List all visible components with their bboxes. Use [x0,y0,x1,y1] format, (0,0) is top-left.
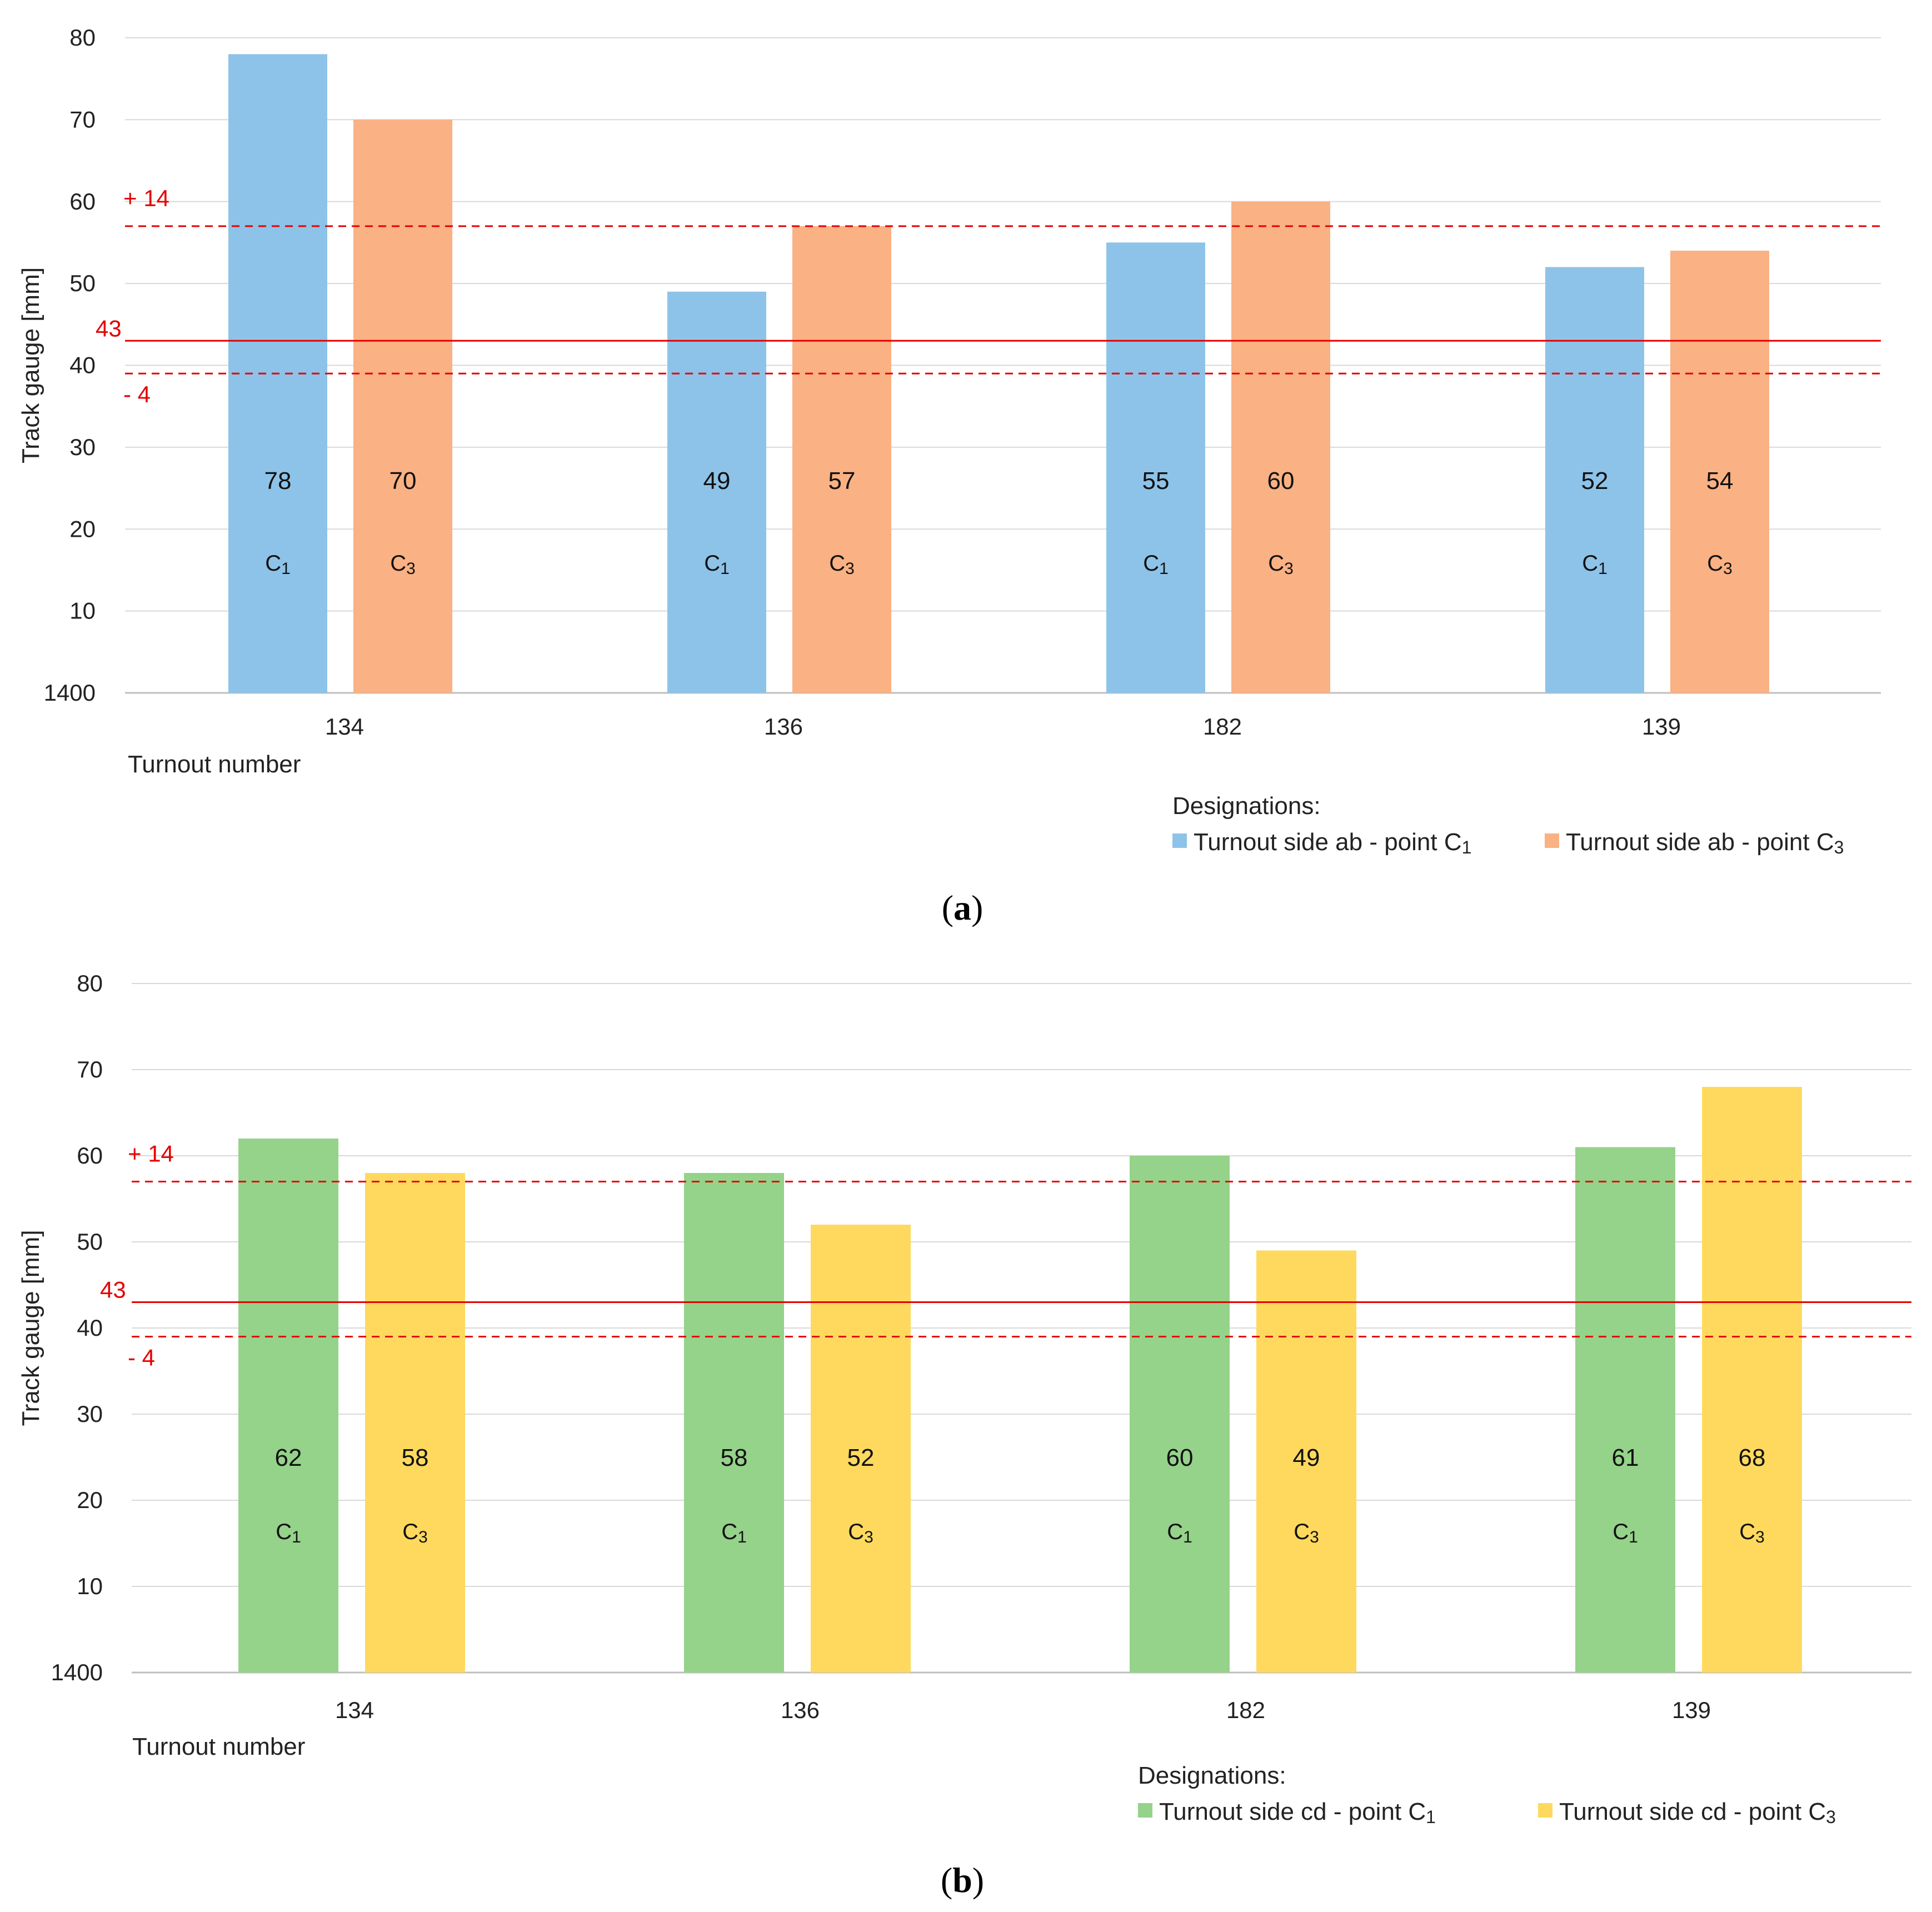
bar-b-c1-139 [1575,1147,1675,1673]
bar-b-c1-136 [684,1173,784,1673]
data-label: 52 [1581,467,1609,495]
data-label: 60 [1166,1444,1194,1471]
data-label: 68 [1739,1444,1766,1471]
data-label: 57 [828,467,856,495]
y-tick-label: 20 [69,516,96,542]
point-label: C1 [1167,1520,1192,1546]
data-label: 61 [1612,1444,1639,1471]
data-label: 55 [1142,467,1170,495]
y-tick-label: 50 [77,1229,103,1255]
y-tick-label: 80 [77,970,103,996]
point-label: C3 [402,1520,428,1546]
x-tick-label: 182 [1226,1697,1265,1723]
legend-swatch-c3 [1545,833,1559,848]
y-tick-label: 70 [69,106,96,132]
data-label: 58 [721,1444,748,1471]
point-label: C3 [1294,1520,1319,1546]
y-tick-label: 40 [77,1315,103,1341]
y-tick-label: 20 [77,1487,103,1513]
point-label: C3 [390,551,416,578]
y-axis-label: Track gauge [mm] [17,1230,44,1426]
legend-title: Designations: [1138,1762,1286,1789]
chart-panel-b: 1400 10 20 30 40 50 60 70 80 62 C1 58 C3 134 58 C1 52 C3 1… [17,970,1911,1900]
legend-swatch-c1 [1172,833,1187,848]
chart-panel-a: 1400 10 20 30 40 50 60 70 80 78 C1 70 C3 134 49 C1 57 C3 1… [17,24,1881,927]
bar-b-c3-134 [365,1173,465,1673]
bar-b-c3-136 [811,1225,911,1673]
legend-entry-c3: Turnout side ab - point C3 [1566,828,1844,857]
point-label: C1 [1582,551,1607,578]
y-axis-label: Track gauge [mm] [17,267,44,463]
legend-entry-c3: Turnout side cd - point C3 [1559,1798,1836,1827]
data-label: 78 [264,467,292,495]
y-tick-label: 70 [77,1056,103,1082]
x-tick-label: 139 [1672,1697,1711,1723]
nominal-label: 43 [96,315,122,341]
y-tick-label: 50 [69,270,96,296]
lower-tolerance-label: - 4 [128,1345,155,1371]
legend-entry-c1: Turnout side ab - point C1 [1194,828,1471,857]
point-label: C1 [1143,551,1169,578]
bar-a-c3-134 [353,119,452,693]
point-label: C1 [721,1520,747,1546]
bar-b-c3-182 [1256,1250,1356,1673]
point-label: C1 [704,551,730,578]
upper-tolerance-label: + 14 [123,185,169,211]
y-tick-label: 60 [77,1142,103,1169]
data-label: 60 [1267,467,1295,495]
y-tick-label: 80 [69,24,96,51]
legend-swatch-c1 [1138,1803,1152,1818]
y-tick-label: 1400 [51,1659,103,1685]
bar-b-c1-134 [238,1139,338,1673]
lower-tolerance-label: - 4 [123,381,151,407]
upper-tolerance-label: + 14 [128,1141,174,1167]
x-tick-label: 182 [1203,713,1242,740]
bar-a-c3-182 [1231,201,1330,693]
point-label: C3 [848,1520,873,1546]
bar-a-c3-136 [792,226,891,693]
data-label: 54 [1706,467,1734,495]
x-tick-label: 136 [764,713,803,740]
data-label: 49 [1293,1444,1320,1471]
bar-a-c1-182 [1106,242,1205,693]
y-tick-label: 10 [77,1573,103,1599]
y-tick-label: 60 [69,188,96,214]
nominal-label: 43 [100,1277,126,1303]
x-tick-label: 134 [335,1697,374,1723]
point-label: C3 [1268,551,1294,578]
point-label: C1 [276,1520,301,1546]
bar-b-c3-139 [1702,1087,1802,1673]
panel-caption: (b) [941,1860,984,1900]
x-axis-label: Turnout number [128,751,301,778]
legend-title: Designations: [1172,792,1321,820]
point-label: C1 [265,551,291,578]
point-label: C3 [1739,1520,1765,1546]
y-tick-label: 10 [69,598,96,624]
bar-a-c3-139 [1670,251,1769,693]
legend-swatch-c3 [1538,1803,1552,1818]
data-label: 58 [402,1444,429,1471]
point-label: C1 [1613,1520,1638,1546]
y-tick-label: 30 [69,434,96,460]
y-tick-label: 1400 [44,680,96,706]
data-label: 70 [390,467,417,495]
y-tick-label: 30 [77,1401,103,1427]
x-axis-label: Turnout number [132,1733,305,1760]
bar-b-c1-182 [1130,1156,1230,1673]
bar-a-c1-136 [667,291,766,693]
legend-entry-c1: Turnout side cd - point C1 [1159,1798,1436,1827]
data-label: 62 [275,1444,302,1471]
x-tick-label: 134 [325,713,364,740]
x-tick-label: 139 [1642,713,1681,740]
point-label: C3 [829,551,855,578]
y-tick-label: 40 [69,352,96,378]
data-label: 49 [703,467,731,495]
panel-caption: (a) [942,888,984,927]
bar-a-c1-139 [1545,267,1644,693]
point-label: C3 [1707,551,1733,578]
data-label: 52 [847,1444,875,1471]
x-tick-label: 136 [781,1697,820,1723]
